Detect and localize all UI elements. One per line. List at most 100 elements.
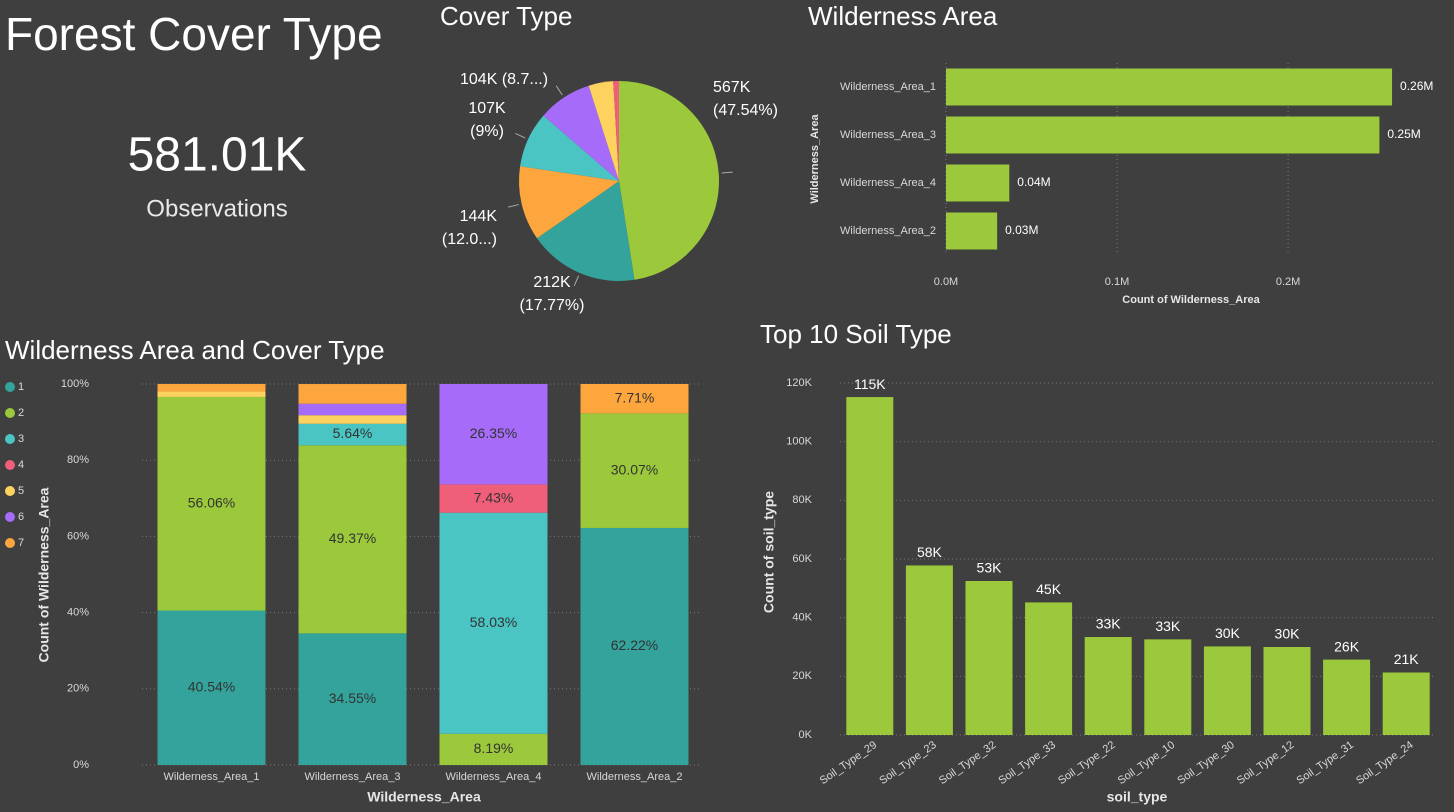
- data-label: 7.71%: [615, 389, 655, 405]
- x-tick-label: Soil_Type_29: [818, 739, 879, 787]
- legend-marker: [5, 382, 15, 392]
- bar-segment: [298, 633, 407, 765]
- y-tick-label: 60%: [67, 530, 89, 542]
- data-label: 58.03%: [470, 614, 517, 630]
- x-tick-label: Soil_Type_32: [937, 739, 998, 787]
- y-tick-label: 40K: [792, 612, 812, 624]
- data-label: 5.64%: [333, 425, 373, 441]
- bar-segment: [580, 384, 689, 414]
- data-label: 104K (8.7...): [460, 71, 548, 88]
- bar: [1263, 647, 1311, 735]
- x-tick-label: 0.0M: [934, 276, 958, 288]
- data-label: 53K: [977, 560, 1003, 576]
- data-label: (9%): [470, 123, 504, 140]
- data-label: 144K: [460, 208, 498, 225]
- data-label: (12.0...): [442, 231, 497, 248]
- x-axis-title: Wilderness_Area: [367, 789, 481, 805]
- legend-label: 5: [18, 485, 24, 497]
- bar-segment: [439, 733, 548, 765]
- bar: [1382, 672, 1430, 735]
- bar: [946, 116, 1380, 154]
- bar-segment: [298, 415, 407, 424]
- y-tick-label: 100%: [61, 378, 89, 390]
- data-label: 33K: [1155, 618, 1181, 634]
- legend-label: 1: [18, 381, 24, 393]
- y-tick-label: Wilderness_Area_4: [840, 177, 936, 189]
- dashboard-title: Forest Cover Type: [5, 8, 383, 60]
- y-axis-title: Count of soil_type: [761, 491, 777, 613]
- x-tick-label: 0.1M: [1105, 276, 1129, 288]
- x-tick-label: Soil_Type_33: [996, 739, 1057, 787]
- bar: [1084, 637, 1132, 735]
- data-label: 45K: [1036, 581, 1062, 597]
- bar: [946, 164, 1010, 202]
- data-label: 34.55%: [329, 690, 376, 706]
- legend-marker: [5, 486, 15, 496]
- x-tick-label: Soil_Type_22: [1056, 739, 1117, 787]
- x-tick-label: Wilderness_Area_4: [446, 771, 542, 783]
- leader-line: [555, 85, 563, 96]
- bar-segment: [157, 383, 266, 392]
- y-axis-title: Wilderness_Area: [809, 114, 821, 204]
- legend-label: 4: [18, 459, 24, 471]
- leader-line: [721, 171, 733, 174]
- data-label: 56.06%: [188, 494, 235, 510]
- chart-title: Wilderness Area: [808, 1, 998, 31]
- bar-segment: [439, 384, 548, 485]
- leader-line: [507, 204, 519, 208]
- bar-segment: [298, 423, 407, 446]
- x-tick-label: Wilderness_Area_1: [164, 771, 260, 783]
- pie-slice: [536, 181, 635, 281]
- data-label: 49.37%: [329, 530, 376, 546]
- data-label: 0.03M: [1005, 223, 1038, 237]
- bar: [1144, 639, 1192, 735]
- pie-slice: [588, 81, 619, 181]
- legend-marker: [5, 538, 15, 548]
- x-tick-label: 0.2M: [1276, 276, 1300, 288]
- leader-line: [515, 132, 526, 139]
- bar-segment: [439, 484, 548, 513]
- data-label: (17.77%): [520, 297, 585, 314]
- data-label: 58K: [917, 544, 943, 560]
- y-tick-label: 20K: [792, 670, 812, 682]
- data-label: 7.43%: [474, 489, 514, 505]
- data-label: 26K: [1334, 638, 1360, 654]
- data-label: 21K: [1394, 651, 1420, 667]
- chart-title: Top 10 Soil Type: [760, 319, 952, 349]
- data-label: 26.35%: [470, 425, 517, 441]
- data-label: 40.54%: [188, 678, 235, 694]
- data-label: 0.26M: [1400, 79, 1433, 93]
- x-axis-title: Count of Wilderness_Area: [1122, 294, 1260, 306]
- pie-slice: [619, 81, 720, 280]
- y-axis-title: Count of Wilderness_Area: [36, 487, 52, 662]
- data-label: 0.25M: [1387, 127, 1420, 141]
- bar-segment: [298, 403, 407, 416]
- legend-label: 3: [18, 433, 24, 445]
- kpi-label: Observations: [146, 195, 287, 222]
- data-label: 8.19%: [474, 740, 514, 756]
- data-label: 212K: [533, 274, 571, 291]
- data-label: (47.54%): [713, 102, 778, 119]
- pie-slice: [543, 85, 619, 181]
- legend-label: 7: [18, 537, 24, 549]
- y-tick-label: Wilderness_Area_1: [840, 81, 936, 93]
- pie-slice: [613, 81, 619, 181]
- data-label: 30K: [1275, 626, 1301, 642]
- legend-marker: [5, 512, 15, 522]
- bar: [1025, 602, 1073, 735]
- bar: [946, 212, 998, 250]
- y-tick-label: 60K: [792, 553, 812, 565]
- x-tick-label: Wilderness_Area_3: [305, 771, 401, 783]
- bar-segment: [580, 527, 689, 765]
- data-label: 567K: [713, 79, 751, 96]
- x-tick-label: Soil_Type_23: [877, 739, 938, 787]
- legend-marker: [5, 434, 15, 444]
- data-label: 33K: [1096, 616, 1122, 632]
- chart-title: Wilderness Area and Cover Type: [5, 335, 385, 365]
- y-tick-label: 80%: [67, 454, 89, 466]
- data-label: 115K: [854, 376, 886, 392]
- y-tick-label: 0K: [799, 729, 813, 741]
- data-label: 107K: [468, 100, 506, 117]
- x-tick-label: Soil_Type_12: [1235, 739, 1296, 787]
- leader-line: [573, 275, 580, 287]
